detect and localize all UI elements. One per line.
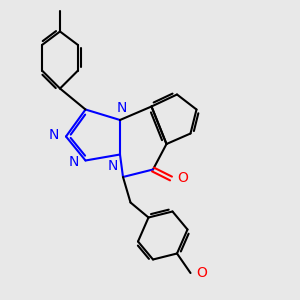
- Text: O: O: [178, 172, 188, 185]
- Text: N: N: [68, 155, 79, 169]
- Text: N: N: [108, 159, 119, 173]
- Text: N: N: [116, 100, 127, 115]
- Text: N: N: [49, 128, 59, 142]
- Text: O: O: [196, 266, 207, 280]
